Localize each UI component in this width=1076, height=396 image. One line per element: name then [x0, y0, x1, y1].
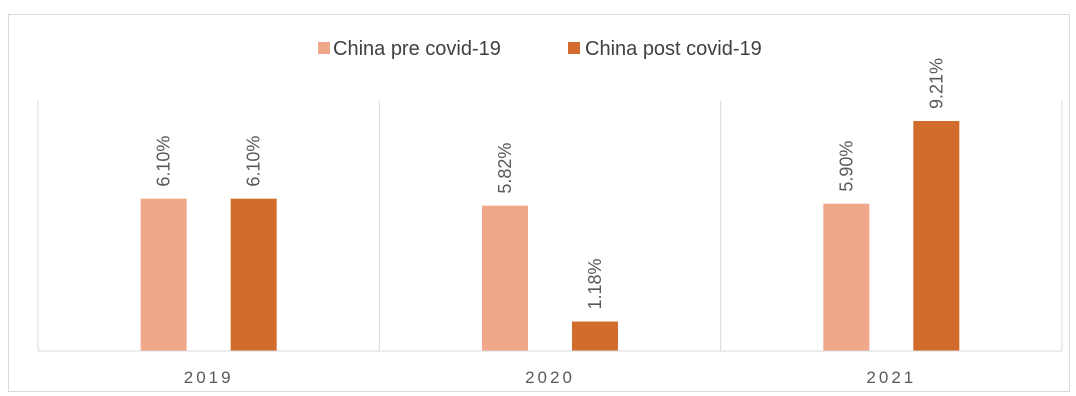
legend-label-2: China post covid-19: [585, 38, 762, 60]
data-label-2020-series-2: 1.18%: [585, 258, 605, 309]
data-labels: 6.10% 6.10% 5.82% 1.18% 5.90% 9.21%: [154, 58, 947, 310]
data-label-2019-series-1: 6.10%: [154, 136, 174, 187]
legend-swatch-2: [568, 42, 580, 54]
data-label-2019-series-2: 6.10%: [244, 136, 264, 187]
x-tick-label-2020: 2020: [525, 368, 575, 387]
data-label-2020-series-1: 5.82%: [495, 143, 515, 194]
bar-2021-series-2: [913, 121, 960, 351]
data-label-2021-series-2: 9.21%: [926, 58, 946, 109]
data-label-2021-series-1: 5.90%: [836, 141, 856, 192]
bars: [140, 121, 960, 351]
category-separators: [37, 101, 1063, 351]
x-tick-label-2019: 2019: [184, 368, 234, 387]
legend-swatch-1: [318, 42, 330, 54]
bar-2019-series-2: [230, 198, 277, 351]
bar-2021-series-1: [823, 203, 870, 351]
x-tick-label-2021: 2021: [866, 368, 916, 387]
bar-2020-series-2: [572, 321, 618, 351]
bar-2019-series-1: [140, 198, 187, 351]
legend: China pre covid-19 China post covid-19: [318, 38, 762, 60]
x-axis-tick-labels: 2019 2020 2021: [184, 368, 916, 387]
legend-label-1: China pre covid-19: [333, 38, 501, 60]
bar-2020-series-1: [482, 205, 528, 351]
